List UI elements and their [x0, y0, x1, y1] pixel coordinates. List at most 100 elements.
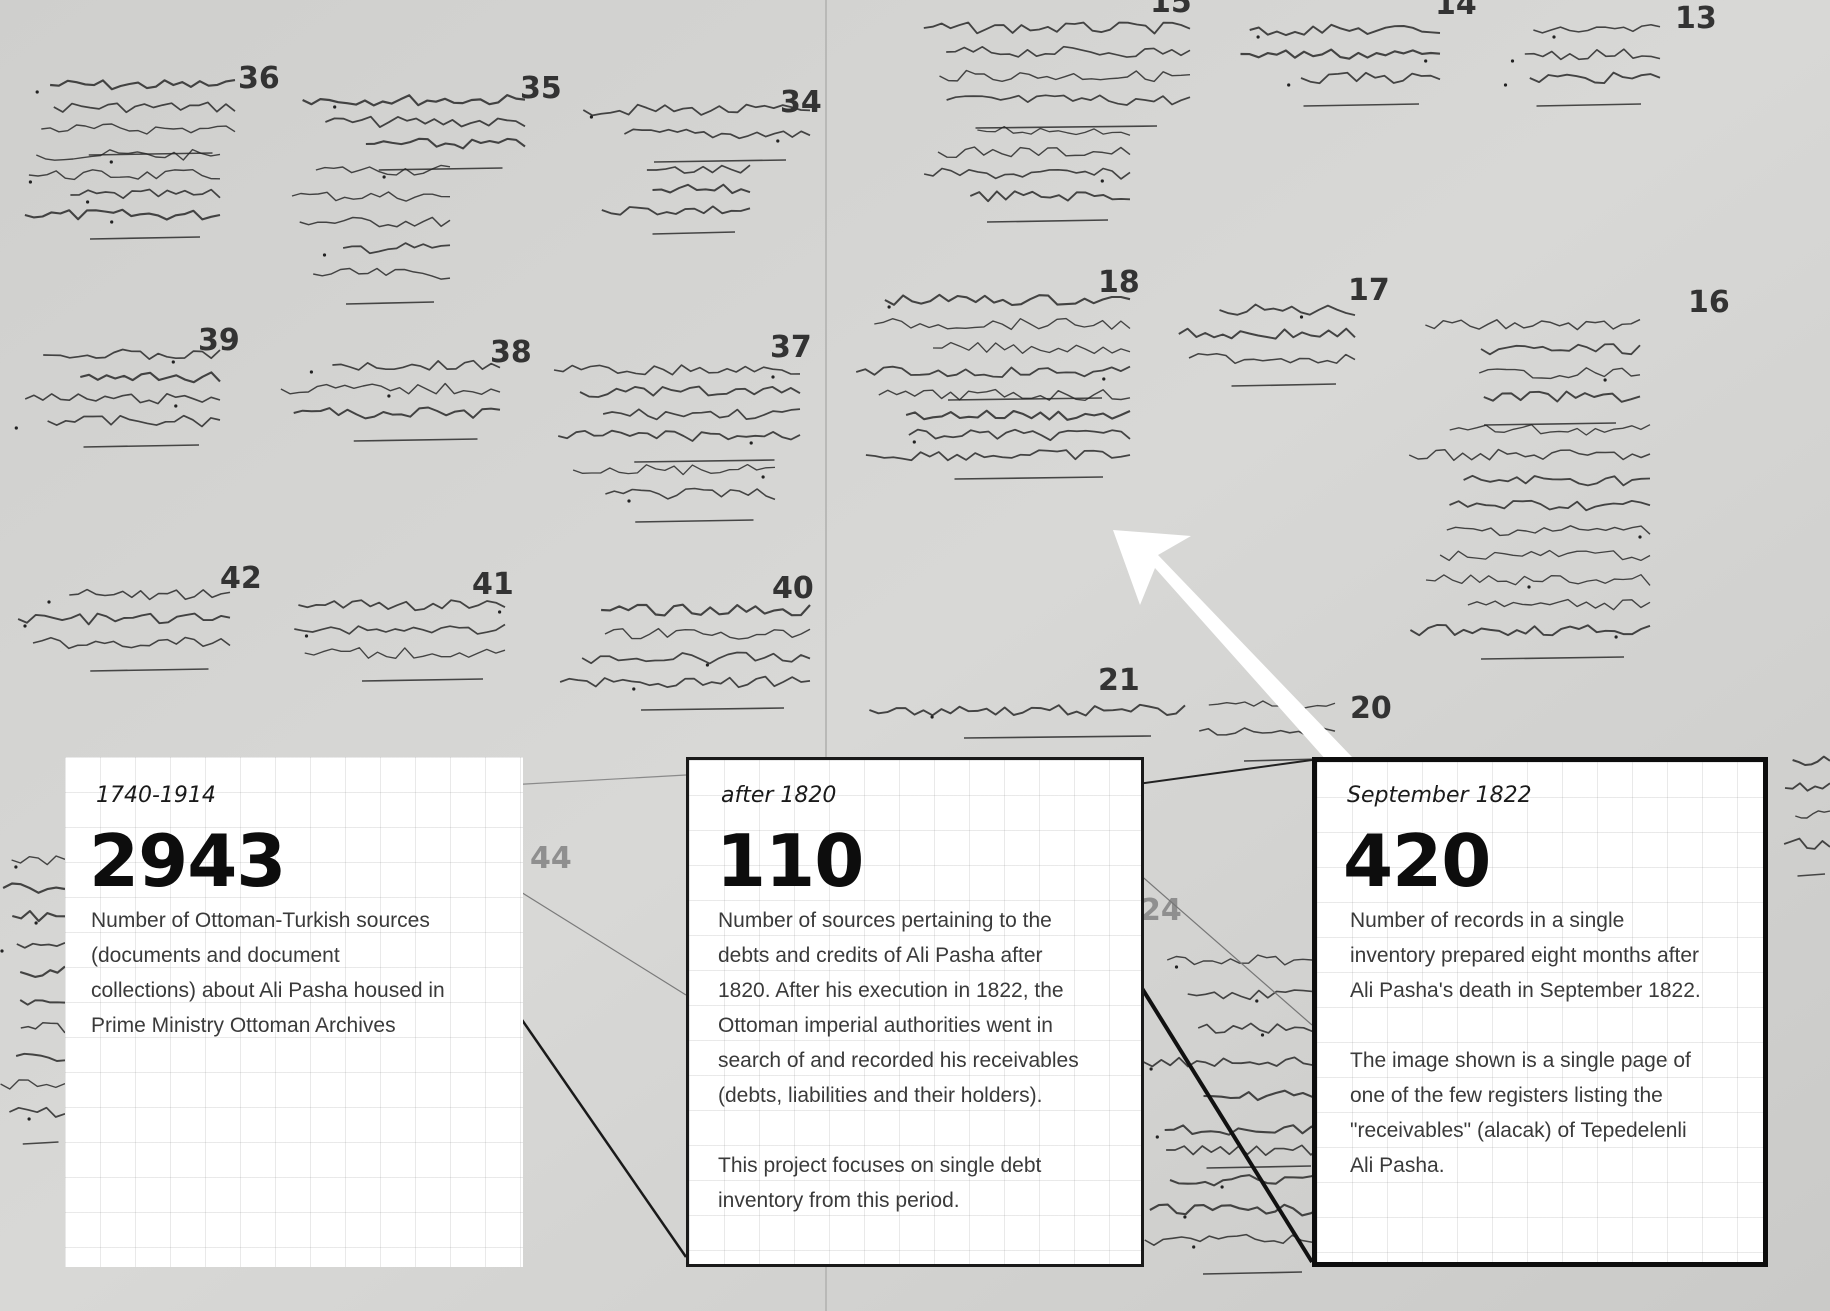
script-underline — [986, 219, 1109, 223]
script-stroke — [28, 168, 221, 181]
script-stroke — [1449, 499, 1651, 512]
script-dot — [109, 160, 113, 164]
script-stroke — [1795, 810, 1830, 819]
script-dot — [14, 865, 18, 869]
script-stroke — [1449, 424, 1651, 436]
script-underline — [353, 438, 478, 442]
script-stroke — [601, 603, 811, 617]
script-dot — [333, 105, 337, 109]
script-dot — [705, 663, 710, 667]
script-dot — [1149, 1067, 1153, 1071]
script-stroke — [1188, 353, 1356, 365]
script-dot — [382, 175, 386, 179]
script-underline — [954, 476, 1104, 480]
folio-number: 39 — [198, 323, 240, 358]
script-dot — [749, 441, 753, 445]
script-stroke — [874, 317, 1131, 331]
script-stroke — [602, 408, 801, 421]
card-description: Number of sources pertaining to the debt… — [718, 903, 1138, 1218]
script-underline — [378, 167, 503, 171]
script-underline — [963, 735, 1152, 739]
script-underline — [361, 678, 484, 682]
card-paragraph: Number of sources pertaining to the debt… — [718, 909, 1079, 1107]
stat-card-debt-sources: after 1820 110 Number of sources pertain… — [686, 757, 1144, 1267]
script-dot — [14, 426, 18, 430]
script-underline — [22, 1141, 59, 1145]
script-dot — [174, 404, 178, 408]
folio-number: 16 — [1688, 285, 1730, 320]
script-stroke — [325, 115, 526, 129]
script-dot — [28, 180, 32, 184]
card-description: Number of records in a single inventory … — [1350, 903, 1765, 1183]
script-stroke — [1149, 1203, 1321, 1217]
stat-card-total-sources: 1740-1914 2943 Number of Ottoman-Turkish… — [65, 757, 523, 1267]
script-stroke — [1166, 954, 1331, 966]
script-stroke — [302, 94, 526, 107]
script-stroke — [884, 293, 1131, 307]
handwritten-ottoman-text — [0, 21, 1830, 1275]
script-stroke — [365, 137, 526, 150]
script-dot — [110, 220, 114, 224]
script-stroke — [646, 164, 751, 174]
script-dot — [1256, 35, 1260, 39]
script-stroke — [1169, 1173, 1321, 1187]
script-stroke — [16, 941, 66, 949]
script-stroke — [908, 428, 1131, 442]
script-stroke — [559, 675, 811, 689]
card-paragraph: Number of Ottoman-Turkish sources (docum… — [91, 909, 445, 1037]
script-stroke — [291, 191, 451, 202]
script-stroke — [572, 463, 776, 476]
script-stroke — [280, 382, 501, 396]
script-stroke — [36, 148, 221, 161]
script-stroke — [977, 125, 1131, 136]
script-stroke — [923, 21, 1191, 35]
script-stroke — [1463, 474, 1651, 487]
script-dot — [322, 253, 327, 257]
script-dot — [1183, 1215, 1187, 1219]
script-stroke — [581, 651, 811, 665]
script-dot — [1527, 585, 1531, 589]
script-stroke — [553, 364, 801, 376]
script-dot — [761, 475, 765, 479]
script-dot — [1424, 59, 1428, 63]
script-stroke — [69, 588, 231, 601]
script-underline — [635, 519, 754, 523]
script-stroke — [293, 406, 501, 420]
script-underline — [634, 459, 775, 463]
script-underline — [1797, 873, 1826, 877]
script-stroke — [1483, 390, 1641, 403]
script-underline — [1303, 103, 1420, 107]
script-stroke — [298, 599, 506, 612]
script-stroke — [299, 216, 451, 228]
script-dot — [1299, 315, 1304, 319]
script-dot — [1255, 999, 1259, 1003]
script-dot — [1287, 83, 1291, 87]
script-stroke — [0, 1079, 66, 1090]
script-stroke — [17, 612, 231, 626]
script-stroke — [1408, 448, 1651, 462]
card-paragraph: The image shown is a single page of one … — [1350, 1049, 1691, 1177]
script-dot — [589, 115, 594, 119]
script-stroke — [342, 242, 451, 255]
highlight-arrow — [1113, 530, 1352, 770]
script-stroke — [43, 348, 221, 360]
script-stroke — [1784, 782, 1830, 792]
script-stroke — [313, 267, 451, 280]
script-stroke — [41, 123, 236, 135]
script-underline — [1536, 103, 1642, 107]
script-dot — [309, 370, 313, 374]
script-stroke — [24, 208, 221, 221]
card-date: 1740-1914 — [96, 783, 216, 808]
script-underline — [1483, 422, 1617, 426]
folio-number: 37 — [770, 330, 812, 365]
script-dot — [27, 1117, 31, 1121]
script-stroke — [47, 414, 221, 428]
script-stroke — [70, 188, 221, 200]
script-dot — [171, 360, 175, 364]
script-dot — [35, 90, 39, 94]
script-stroke — [1524, 48, 1661, 61]
folio-number: 35 — [520, 71, 562, 106]
script-stroke — [946, 45, 1191, 58]
card-paragraph: This project focuses on single debt inve… — [718, 1154, 1042, 1212]
script-stroke — [624, 128, 811, 140]
